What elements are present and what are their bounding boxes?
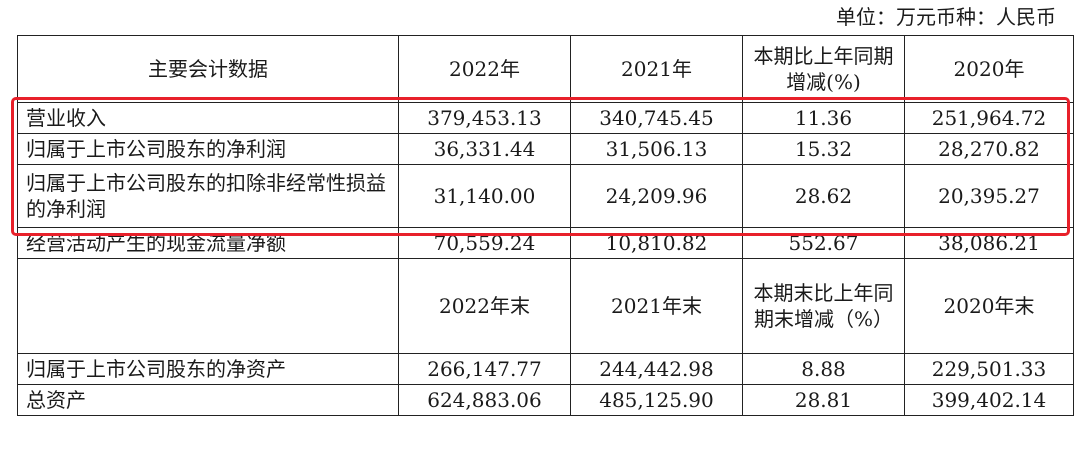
cell-value: 266,147.77 <box>398 353 571 385</box>
table-row: 归属于上市公司股东的净资产 266,147.77 244,442.98 8.88… <box>17 353 1074 385</box>
row-label: 归属于上市公司股东的净资产 <box>17 353 399 385</box>
header-col-2022: 2022年 <box>398 35 571 103</box>
cell-value: 552.67 <box>742 227 905 259</box>
cell-value: 624,883.06 <box>398 384 571 416</box>
row-label: 营业收入 <box>17 102 399 134</box>
table-row: 总资产 624,883.06 485,125.90 28.81 399,402.… <box>17 384 1074 416</box>
cell-value: 20,395.27 <box>904 164 1074 228</box>
table-row: 归属于上市公司股东的扣除非经常性损益的净利润 31,140.00 24,209.… <box>17 164 1074 228</box>
unit-label: 单位：万元币种：人民币 <box>836 5 1056 29</box>
header-label: 主要会计数据 <box>17 35 399 103</box>
row-label: 总资产 <box>17 384 399 416</box>
header-col-2021: 2021年 <box>570 35 743 103</box>
table-row: 归属于上市公司股东的净利润 36,331.44 31,506.13 15.32 … <box>17 133 1074 165</box>
subheader-col-2021: 2021年末 <box>570 258 743 354</box>
header-col-2020: 2020年 <box>904 35 1074 103</box>
cell-value: 229,501.33 <box>904 353 1074 385</box>
row-label: 经营活动产生的现金流量净额 <box>17 227 399 259</box>
cell-value: 340,745.45 <box>570 102 743 134</box>
cell-value: 36,331.44 <box>398 133 571 165</box>
table-row: 经营活动产生的现金流量净额 70,559.24 10,810.82 552.67… <box>17 227 1074 259</box>
header-col-change: 本期比上年同期增减(%) <box>742 35 905 103</box>
table-header-row: 主要会计数据 2022年 2021年 本期比上年同期增减(%) 2020年 <box>17 35 1074 103</box>
cell-value: 28.81 <box>742 384 905 416</box>
cell-value: 15.32 <box>742 133 905 165</box>
cell-value: 379,453.13 <box>398 102 571 134</box>
cell-value: 8.88 <box>742 353 905 385</box>
cell-value: 31,506.13 <box>570 133 743 165</box>
cell-value: 11.36 <box>742 102 905 134</box>
financial-data-table: 主要会计数据 2022年 2021年 本期比上年同期增减(%) 2020年 营业… <box>17 35 1074 416</box>
cell-value: 70,559.24 <box>398 227 571 259</box>
cell-value: 24,209.96 <box>570 164 743 228</box>
cell-value: 28.62 <box>742 164 905 228</box>
subheader-col-2022: 2022年末 <box>398 258 571 354</box>
subheader-label <box>17 258 399 354</box>
cell-value: 28,270.82 <box>904 133 1074 165</box>
cell-value: 244,442.98 <box>570 353 743 385</box>
cell-value: 10,810.82 <box>570 227 743 259</box>
row-label: 归属于上市公司股东的净利润 <box>17 133 399 165</box>
cell-value: 399,402.14 <box>904 384 1074 416</box>
cell-value: 31,140.00 <box>398 164 571 228</box>
cell-value: 38,086.21 <box>904 227 1074 259</box>
subheader-col-change: 本期末比上年同期末增减（%） <box>742 258 905 354</box>
cell-value: 251,964.72 <box>904 102 1074 134</box>
table-subheader-row: 2022年末 2021年末 本期末比上年同期末增减（%） 2020年末 <box>17 258 1074 354</box>
subheader-col-2020: 2020年末 <box>904 258 1074 354</box>
cell-value: 485,125.90 <box>570 384 743 416</box>
row-label: 归属于上市公司股东的扣除非经常性损益的净利润 <box>17 164 399 228</box>
table-row: 营业收入 379,453.13 340,745.45 11.36 251,964… <box>17 102 1074 134</box>
